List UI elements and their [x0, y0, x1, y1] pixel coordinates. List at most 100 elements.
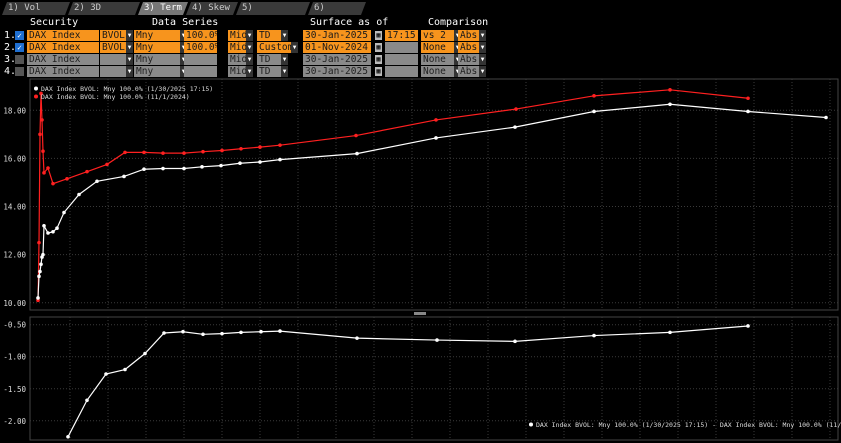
top-panel: 10.00 12.00 14.00 16.00 18.00 DAX Index BVOL:…: [3, 78, 839, 315]
type-field[interactable]: TD: [257, 30, 281, 41]
data-point-prior: [668, 88, 672, 92]
type-field[interactable]: Custom: [257, 42, 291, 53]
source-field[interactable]: [100, 54, 126, 65]
chevron-down-icon[interactable]: ▼: [479, 54, 486, 65]
level-field[interactable]: [184, 66, 217, 77]
tab-prices[interactable]: 6) Prices: [308, 2, 366, 15]
date-field[interactable]: 30-Jan-2025: [303, 54, 371, 65]
comparison-field[interactable]: None: [421, 42, 454, 53]
chevron-down-icon[interactable]: ▼: [281, 54, 288, 65]
level-field[interactable]: 100.0%: [184, 30, 217, 41]
type-field[interactable]: TD: [257, 66, 281, 77]
chevron-down-icon[interactable]: ▼: [180, 66, 187, 77]
comparison-field-value: vs 2: [423, 30, 446, 41]
calendar-icon[interactable]: ▦: [375, 67, 382, 76]
source-field[interactable]: BVOL: [100, 30, 126, 41]
chevron-down-icon[interactable]: ▼: [126, 54, 133, 65]
comparison-field[interactable]: None: [421, 66, 454, 77]
panel-divider-handle: [414, 312, 426, 315]
date-field[interactable]: 01-Nov-2024: [303, 42, 371, 53]
comparison-mode-field-value: Abs: [460, 66, 478, 77]
tab-3d-surface[interactable]: 2) 3D Surface: [68, 2, 140, 15]
mode-field[interactable]: Mny: [134, 54, 180, 65]
security-field[interactable]: DAX Index: [27, 30, 99, 41]
level-field[interactable]: [184, 54, 217, 65]
comparison-mode-field[interactable]: Abs: [458, 54, 479, 65]
chevron-down-icon[interactable]: ▼: [454, 66, 461, 77]
difference-point: [162, 331, 166, 335]
calendar-icon[interactable]: ▦: [375, 31, 382, 40]
chevron-down-icon[interactable]: ▼: [479, 42, 486, 53]
tab-skew[interactable]: 4) Skew: [186, 2, 238, 15]
chevron-down-icon[interactable]: ▼: [126, 42, 133, 53]
tab-term[interactable]: 3) Term: [138, 2, 188, 15]
chevron-down-icon[interactable]: ▼: [246, 42, 253, 53]
mode-field-value: Mny: [136, 42, 154, 53]
side-field[interactable]: Mid: [228, 66, 246, 77]
mode-field[interactable]: Mny: [134, 42, 180, 53]
data-point-prior: [220, 148, 224, 153]
chevron-down-icon[interactable]: ▼: [246, 30, 253, 41]
comparison-field-value: None: [423, 54, 446, 65]
comparison-field[interactable]: vs 2: [421, 30, 454, 41]
data-point-current: [746, 109, 750, 114]
data-point-current: [62, 210, 66, 215]
type-field[interactable]: TD: [257, 54, 281, 65]
tab-dividends[interactable]: 5) Dividends: [236, 2, 310, 15]
mode-field[interactable]: Mny: [134, 66, 180, 77]
comparison-mode-field-value: Abs: [460, 30, 478, 41]
data-point-prior: [746, 96, 750, 101]
chevron-down-icon[interactable]: ▼: [180, 30, 187, 41]
time-field[interactable]: [385, 54, 418, 65]
security-field[interactable]: DAX Index: [27, 54, 99, 65]
data-point-current: [36, 296, 40, 300]
side-field[interactable]: Mid: [228, 30, 246, 41]
chevron-down-icon[interactable]: ▼: [479, 66, 486, 77]
date-field[interactable]: 30-Jan-2025: [303, 30, 371, 41]
chevron-down-icon[interactable]: ▼: [454, 54, 461, 65]
track-button[interactable]: + Track: [380, 79, 410, 89]
mode-field[interactable]: Mny: [134, 30, 180, 41]
row-checkbox[interactable]: [15, 67, 24, 76]
chevron-down-icon[interactable]: ▼: [246, 54, 253, 65]
chevron-down-icon[interactable]: ▼: [281, 66, 288, 77]
security-field[interactable]: DAX Index: [27, 42, 99, 53]
source-field[interactable]: BVOL: [100, 42, 126, 53]
time-field[interactable]: 17:15: [385, 30, 418, 41]
annotate-button[interactable]: ⁄ Annotate: [416, 79, 458, 89]
chevron-down-icon[interactable]: ▼: [126, 66, 133, 77]
chevron-down-icon[interactable]: ▼: [126, 30, 133, 41]
comparison-mode-field[interactable]: Abs: [458, 42, 479, 53]
comparison-field[interactable]: None: [421, 54, 454, 65]
side-field[interactable]: Mid: [228, 54, 246, 65]
data-point-prior: [36, 298, 40, 303]
row-checkbox[interactable]: ✓: [15, 31, 24, 40]
difference-point: [104, 372, 108, 376]
chevron-down-icon[interactable]: ▼: [180, 54, 187, 65]
security-field[interactable]: DAX Index: [27, 66, 99, 77]
chevron-down-icon[interactable]: ▼: [246, 66, 253, 77]
row-checkbox[interactable]: [15, 55, 24, 64]
legend-marker: [34, 94, 38, 99]
chevron-down-icon[interactable]: ▼: [479, 30, 486, 41]
comparison-mode-field[interactable]: Abs: [458, 30, 479, 41]
tab-vol-table[interactable]: 1) Vol Table: [2, 2, 70, 15]
data-point-current: [38, 269, 42, 274]
calendar-icon[interactable]: ▦: [375, 43, 382, 52]
side-field[interactable]: Mid: [228, 42, 246, 53]
calendar-icon[interactable]: ▦: [375, 55, 382, 64]
level-field[interactable]: 100.0%: [184, 42, 217, 53]
difference-point: [239, 330, 243, 335]
chevron-down-icon[interactable]: ▼: [180, 42, 187, 53]
chevron-down-icon[interactable]: ▼: [281, 30, 288, 41]
source-field[interactable]: [100, 66, 126, 77]
comparison-mode-field[interactable]: Abs: [458, 66, 479, 77]
row-checkbox[interactable]: ✓: [15, 43, 24, 52]
type-field-value: TD: [259, 30, 271, 41]
date-field[interactable]: 30-Jan-2025: [303, 66, 371, 77]
chevron-down-icon[interactable]: ▼: [454, 30, 461, 41]
time-field[interactable]: [385, 66, 418, 77]
chevron-down-icon[interactable]: ▼: [291, 42, 298, 53]
time-field[interactable]: [385, 42, 418, 53]
chevron-down-icon[interactable]: ▼: [454, 42, 461, 53]
